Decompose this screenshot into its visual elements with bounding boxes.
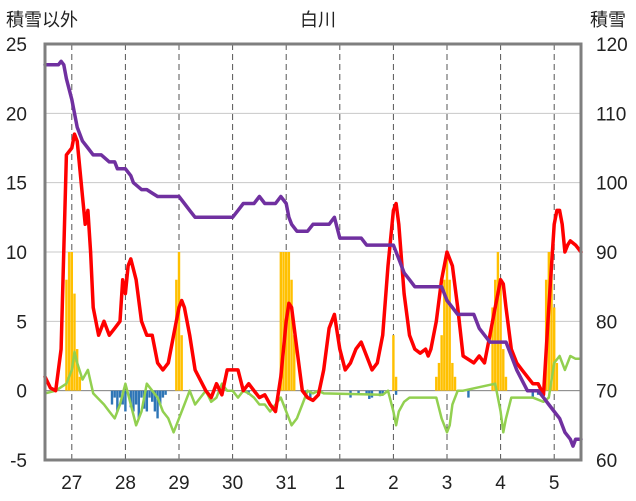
negative_bar-bar <box>150 390 154 402</box>
precipitation-bar <box>293 335 296 391</box>
right-tick-label: 90 <box>596 243 617 264</box>
negative_bar-bar <box>113 390 116 398</box>
negative_bar-bar <box>140 390 143 398</box>
precipitation-bar <box>555 362 559 391</box>
precipitation-bar <box>287 252 291 391</box>
negative_bar-bar <box>132 390 135 412</box>
precipitation-bar <box>550 252 553 391</box>
x-tick-label: 31 <box>276 473 297 494</box>
precipitation-bar <box>443 279 446 391</box>
x-tick-label: 29 <box>168 473 189 494</box>
precipitation-bar <box>504 376 508 391</box>
x-tick-label: 28 <box>115 473 136 494</box>
precipitation-bar <box>70 252 74 391</box>
negative_bar-bar <box>156 390 159 419</box>
negative_bar-bar <box>134 390 138 405</box>
right-tick-label: 120 <box>596 35 628 56</box>
plot-border <box>43 42 583 462</box>
negative_bar-bar <box>381 390 384 395</box>
negative_bar-bar <box>145 390 149 412</box>
right-tick-label: 60 <box>596 451 617 472</box>
x-tick-label: 3 <box>442 473 453 494</box>
left-tick-labels: 25 20 15 10 5 0 -5 <box>6 35 27 472</box>
precipitation-bar <box>290 279 293 391</box>
left-tick-label: 5 <box>16 312 27 333</box>
left-tick-label: 20 <box>6 104 27 125</box>
precipitation-bar <box>67 252 71 391</box>
right-axis-label: 積雪 <box>590 10 626 30</box>
precipitation-bar <box>440 335 443 391</box>
negative_bar-bar <box>118 390 122 398</box>
x-tick-label: 4 <box>495 473 506 494</box>
precipitation-bar <box>78 376 82 391</box>
sunshine-line <box>43 350 583 434</box>
x-tick-label: 27 <box>61 473 82 494</box>
negative_bar-bar <box>124 390 127 412</box>
negative_bar-bar <box>153 390 157 412</box>
precipitation-bar <box>494 279 497 391</box>
negative_bar-bar <box>164 390 167 395</box>
right-tick-labels: 120 110 100 90 80 70 60 <box>596 35 628 472</box>
series-lines <box>43 59 583 448</box>
precipitation-bar <box>499 279 502 391</box>
precipitation-bar <box>180 335 183 391</box>
negative_bar-bar <box>159 390 162 405</box>
right-tick-label: 110 <box>596 104 626 125</box>
left-tick-label: 15 <box>6 174 27 195</box>
negative_bar-bar <box>467 390 470 398</box>
precipitation-bar <box>282 252 285 391</box>
negative_bar-bar <box>357 390 360 395</box>
negative_bar-bar <box>365 390 368 395</box>
left-tick-label: -5 <box>10 451 27 472</box>
snow_depth-line <box>43 59 583 448</box>
x-tick-label: 5 <box>549 473 560 494</box>
precipitation-bar <box>453 376 457 391</box>
right-tick-label: 80 <box>596 312 617 333</box>
right-tick-label: 70 <box>596 382 617 403</box>
left-axis-label: 積雪以外 <box>6 10 78 30</box>
precipitation-bar <box>177 252 181 391</box>
right-tick-label: 100 <box>596 174 628 195</box>
negative_bar-bar <box>161 390 165 398</box>
x-tick-labels: 27 28 29 30 31 1 2 3 4 5 <box>61 473 559 494</box>
precipitation-bar <box>73 293 76 391</box>
precipitation-bar <box>552 307 556 391</box>
precipitation-bar <box>435 376 438 391</box>
precipitation-bar <box>491 307 494 391</box>
negative_bar-bar <box>378 390 382 397</box>
precipitation-bar <box>394 376 398 391</box>
chart-title: 白川 <box>300 10 336 30</box>
x-tick-label: 1 <box>335 473 346 494</box>
left-tick-label: 10 <box>6 243 27 264</box>
plot-frame <box>43 42 583 462</box>
precipitation-bar <box>448 279 451 391</box>
precipitation-bar <box>65 279 68 391</box>
negative_bar-bar <box>309 390 312 398</box>
negative_bar-bar <box>116 390 119 412</box>
negative_bar-bar <box>394 390 398 395</box>
precipitation-bar <box>502 349 505 391</box>
negative_bar-bar <box>137 390 141 419</box>
temperature-line <box>43 132 583 414</box>
precipitation-bar <box>437 362 441 391</box>
left-tick-label: 0 <box>16 382 27 403</box>
negative_bar-bar <box>148 390 151 398</box>
x-tick-label: 2 <box>388 473 399 494</box>
negative_bar-bar <box>129 390 132 408</box>
precipitation-bar <box>451 362 454 391</box>
left-tick-label: 25 <box>6 35 27 56</box>
precipitation-bar <box>392 335 395 391</box>
precipitation-bar <box>496 252 500 391</box>
precipitation-bar <box>175 279 178 391</box>
bars <box>65 252 559 419</box>
precipitation-bar <box>279 252 283 391</box>
precipitation-bar <box>75 349 79 391</box>
negative_bar-bar <box>110 390 114 405</box>
negative_bar-bar <box>531 390 534 398</box>
x-tick-label: 30 <box>222 473 243 494</box>
precipitation-bar <box>445 252 449 391</box>
